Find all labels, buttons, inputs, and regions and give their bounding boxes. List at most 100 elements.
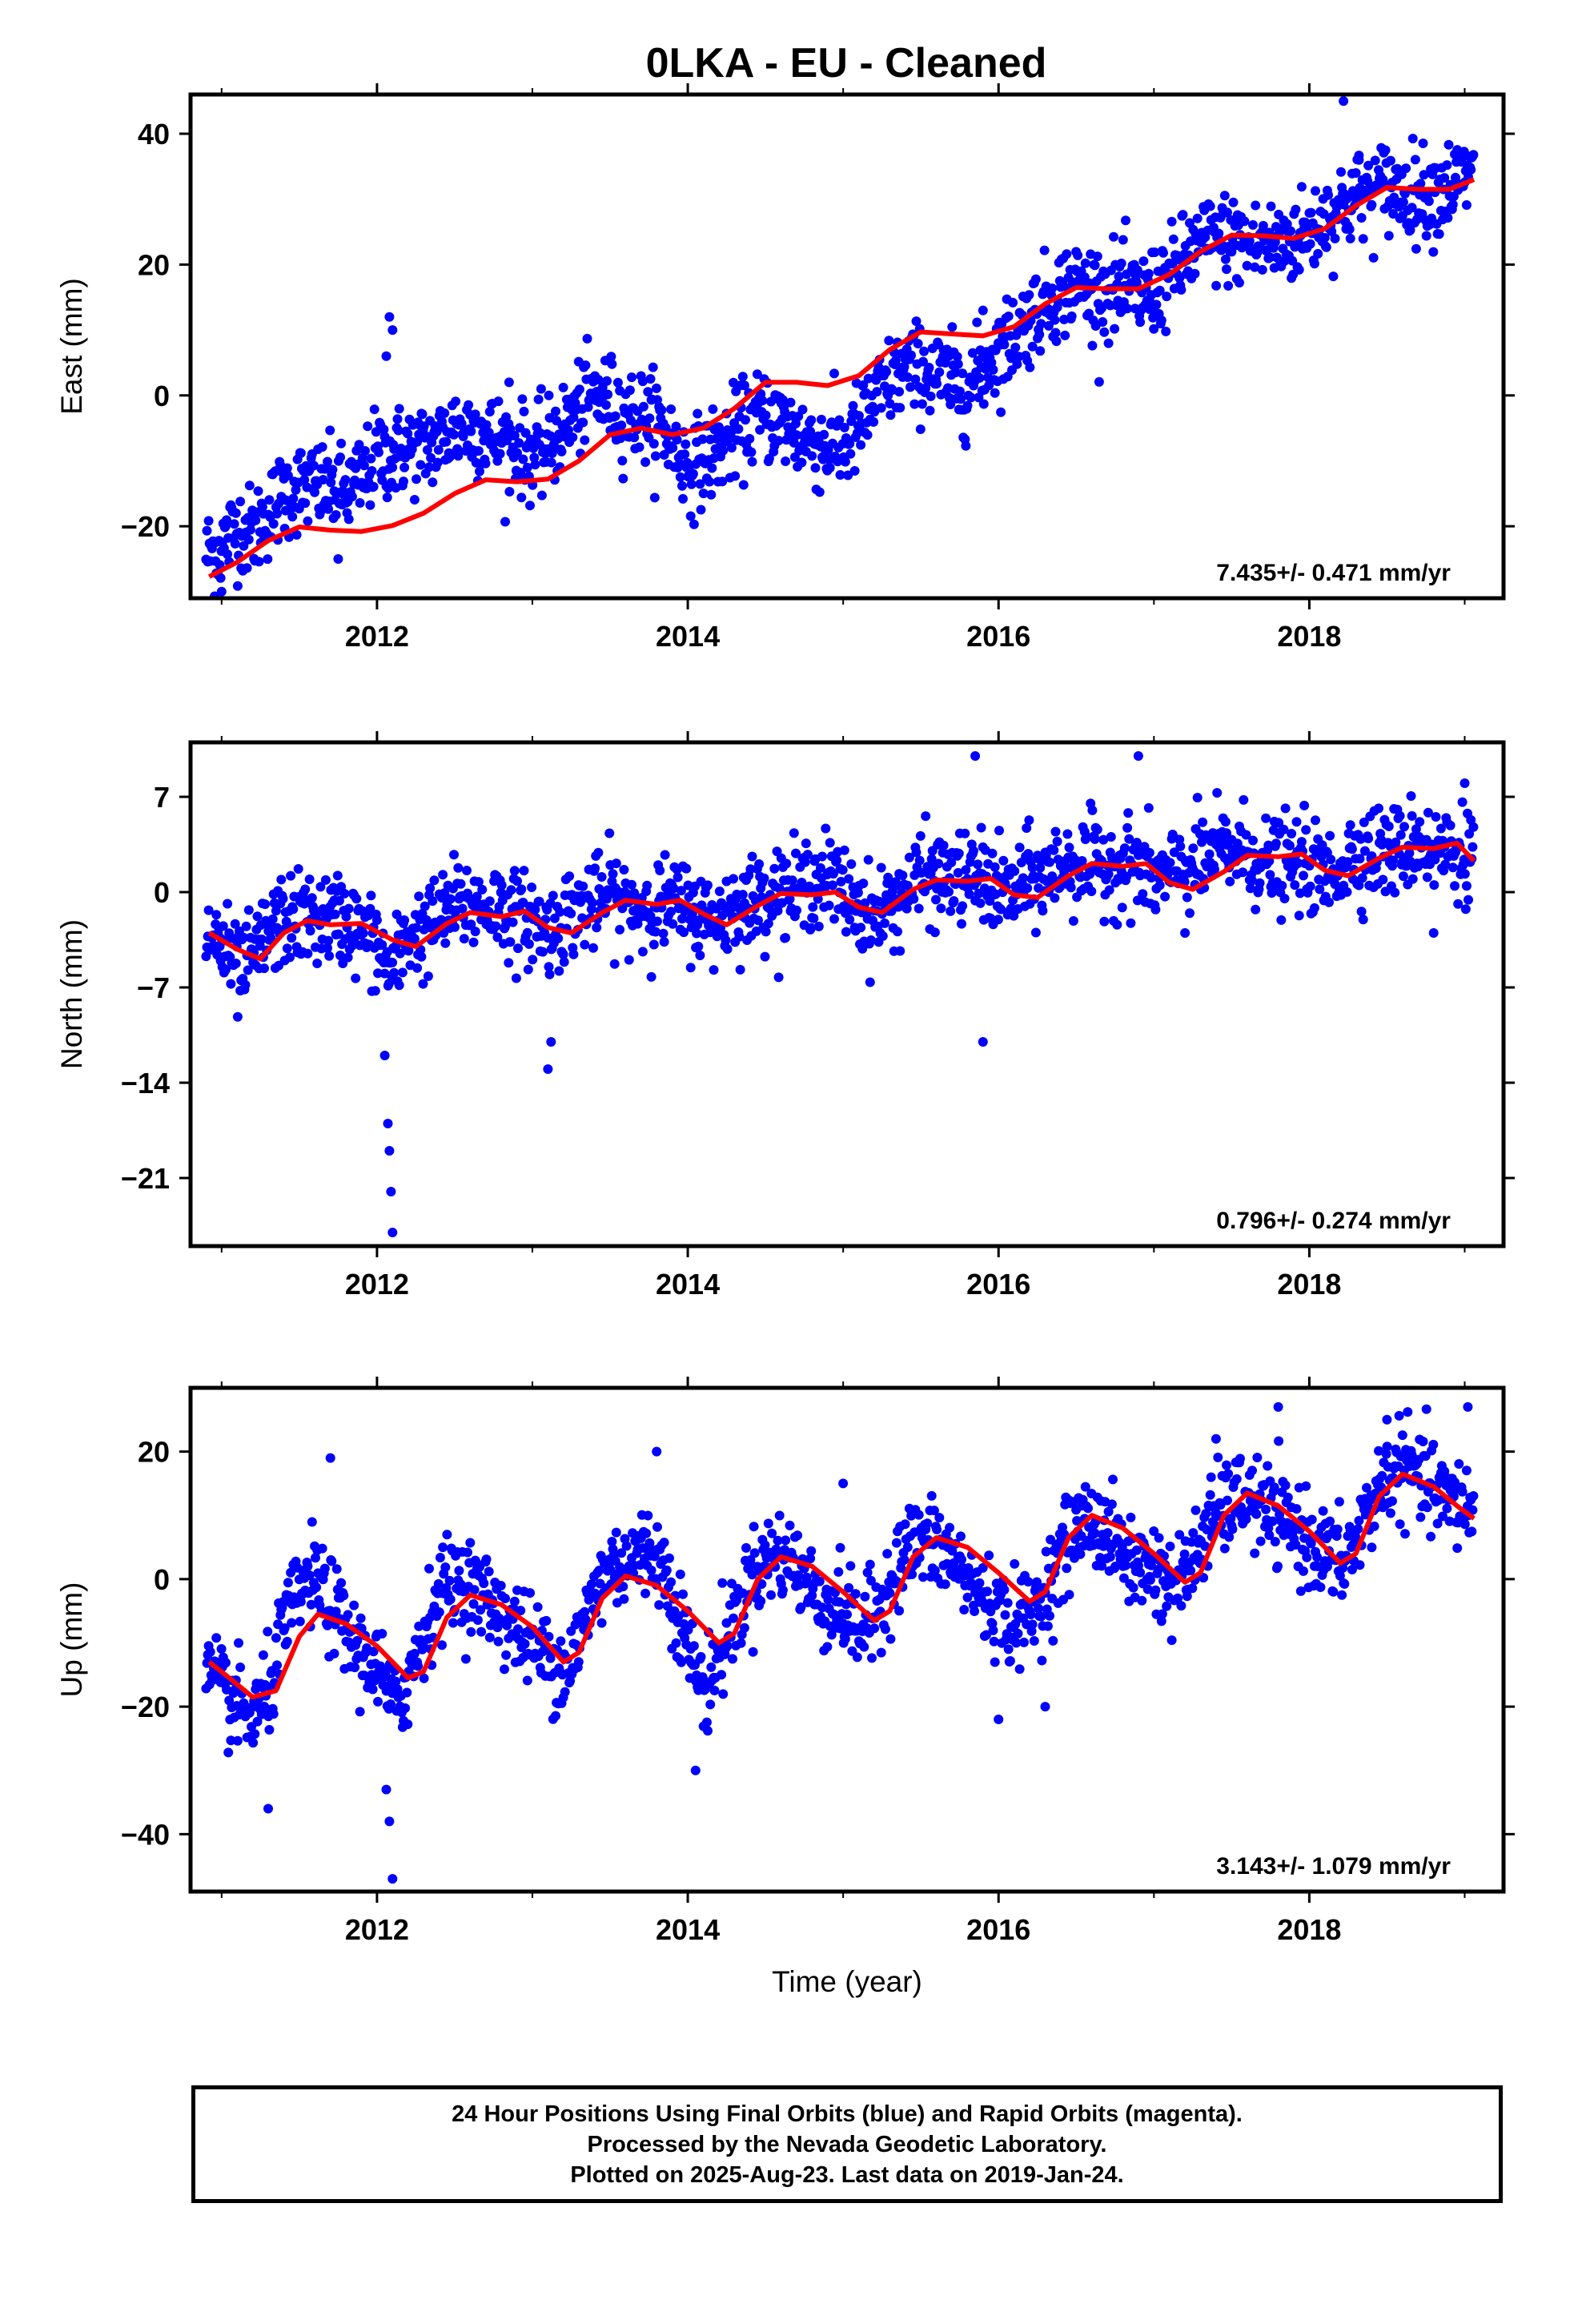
north-point xyxy=(457,903,468,914)
north-point xyxy=(1445,820,1456,830)
up-point xyxy=(1102,1528,1113,1538)
east-point xyxy=(202,525,212,536)
east-point xyxy=(287,512,298,522)
east-point xyxy=(1025,362,1035,372)
up-point xyxy=(763,1518,773,1529)
north-frame xyxy=(188,740,1506,1248)
east-point xyxy=(422,444,432,455)
north-point xyxy=(1175,841,1186,851)
north-point xyxy=(1238,867,1248,878)
up-point xyxy=(1186,1566,1196,1576)
up-point xyxy=(671,1638,681,1648)
up-point xyxy=(1337,1590,1347,1600)
north-point xyxy=(1050,893,1060,903)
up-point xyxy=(1354,1515,1364,1526)
east-point xyxy=(1135,317,1146,328)
east-point xyxy=(1410,155,1420,165)
east-point xyxy=(946,400,956,409)
north-point xyxy=(538,947,548,957)
up-point xyxy=(1157,1609,1167,1619)
up-point xyxy=(1213,1452,1223,1462)
north-point xyxy=(397,967,408,978)
up-point xyxy=(442,1530,452,1540)
north-point xyxy=(527,883,537,892)
up-point xyxy=(377,1629,387,1638)
east-point xyxy=(607,359,617,369)
east-point xyxy=(884,336,894,346)
up-model-curve xyxy=(207,1471,1476,1700)
north-point xyxy=(1324,897,1334,907)
east-point xyxy=(1401,163,1411,174)
north-point xyxy=(366,891,376,901)
east-point xyxy=(905,382,915,392)
up-point xyxy=(435,1553,445,1562)
north-point xyxy=(1099,916,1110,927)
up-points xyxy=(201,1401,1479,1884)
north-point xyxy=(668,919,678,929)
caption-line-2: Processed by the Nevada Geodetic Laborat… xyxy=(587,2131,1107,2157)
east-point xyxy=(711,433,721,444)
north-point xyxy=(1359,817,1369,827)
up-point xyxy=(885,1634,896,1644)
north-point xyxy=(958,901,968,911)
east-point xyxy=(1442,160,1452,171)
east-point xyxy=(441,436,452,447)
east-point xyxy=(958,368,968,379)
up-point xyxy=(767,1528,777,1538)
north-point xyxy=(646,971,656,982)
east-point xyxy=(814,487,825,497)
up-point xyxy=(339,1590,349,1601)
east-point xyxy=(268,519,279,529)
east-point xyxy=(730,471,741,481)
up-point xyxy=(728,1654,737,1664)
up-point xyxy=(852,1652,862,1663)
up-point xyxy=(223,1747,234,1758)
east-point xyxy=(918,356,928,367)
east-point xyxy=(810,463,821,473)
up-point xyxy=(605,1564,616,1574)
up-point xyxy=(1421,1404,1431,1414)
east-point xyxy=(706,489,717,500)
up-point xyxy=(796,1602,806,1612)
north-point xyxy=(858,879,869,889)
east-point xyxy=(629,432,640,443)
north-outlier-point xyxy=(386,1187,396,1196)
up-point xyxy=(1263,1461,1273,1471)
up-point xyxy=(1312,1552,1323,1562)
north-point xyxy=(373,968,383,979)
up-point xyxy=(1187,1583,1198,1594)
up-point xyxy=(1219,1543,1230,1554)
east-point xyxy=(602,376,612,386)
north-point xyxy=(1363,834,1374,843)
east-point xyxy=(695,479,705,489)
up-point xyxy=(891,1538,901,1548)
east-point xyxy=(374,447,383,457)
up-point xyxy=(1387,1496,1397,1506)
north-point xyxy=(590,863,600,874)
up-point xyxy=(303,1561,313,1571)
up-point xyxy=(833,1566,844,1577)
north-point xyxy=(619,865,629,875)
north-point xyxy=(761,927,771,937)
up-point xyxy=(885,1588,895,1598)
east-point xyxy=(1192,213,1203,223)
up-point xyxy=(594,1566,604,1575)
north-point xyxy=(1122,822,1133,833)
north-point xyxy=(324,951,335,961)
up-point xyxy=(957,1554,966,1565)
east-point xyxy=(1223,207,1232,218)
north-point xyxy=(343,903,354,914)
east-point xyxy=(707,463,717,473)
north-point xyxy=(969,846,978,856)
east-point xyxy=(323,456,332,467)
east-point xyxy=(999,340,1010,350)
east-outlier-point xyxy=(978,305,988,316)
x-tick-label: 2014 xyxy=(656,620,720,653)
east-point xyxy=(357,453,367,463)
north-point xyxy=(496,880,507,891)
north-point xyxy=(624,955,634,965)
up-point xyxy=(842,1610,852,1619)
up-point xyxy=(1295,1586,1306,1596)
up-point xyxy=(1273,1561,1283,1571)
up-point xyxy=(1374,1445,1383,1456)
